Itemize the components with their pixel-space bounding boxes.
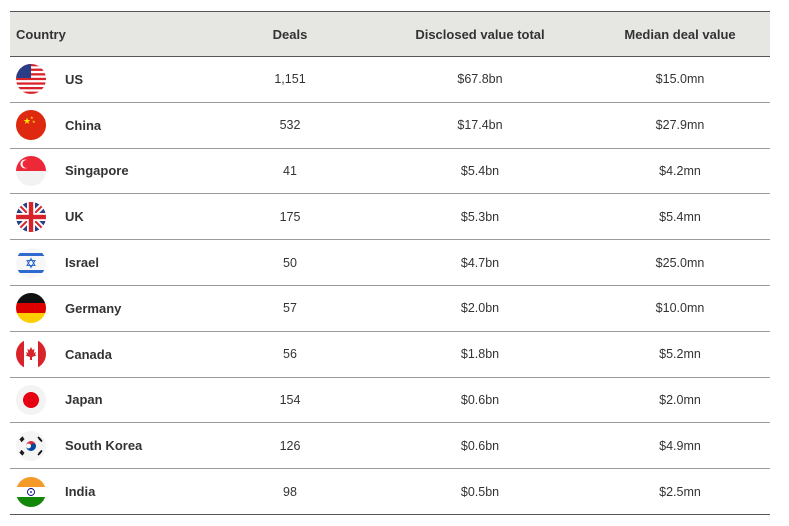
israel-flag-icon [16, 247, 46, 278]
country-name: US [65, 71, 84, 87]
table-row: Canada 56 $1.8bn $5.2mn [10, 332, 770, 378]
median-deal-value-cell: $4.2mn [659, 163, 701, 178]
country-cell: Japan [10, 384, 210, 415]
median-deal-value-cell: $15.0mn [655, 72, 705, 87]
table-row: Israel 50 $4.7bn $25.0mn [10, 240, 770, 286]
country-cell: Canada [10, 339, 210, 370]
median-deal-value-cell: $10.0mn [655, 301, 705, 316]
country-name: UK [65, 209, 84, 225]
table-row: ★ ★ ★ China 532 $17.4bn $27.9mn [10, 103, 770, 149]
country-deals-table: Country Deals Disclosed value total Medi… [10, 11, 770, 515]
disclosed-value-total-cell: $67.8bn [457, 72, 503, 87]
deals-cell: 532 [279, 118, 301, 133]
germany-flag-icon [16, 293, 46, 324]
deals-cell: 56 [283, 347, 297, 362]
us-flag-icon [16, 64, 46, 95]
deals-cell: 126 [279, 438, 301, 453]
japan-flag-icon [16, 384, 46, 415]
deals-cell: 175 [279, 209, 301, 224]
deals-cell: 1,151 [274, 72, 306, 87]
disclosed-value-total-cell: $17.4bn [457, 118, 503, 133]
deals-cell: 50 [283, 255, 297, 270]
table-row: US 1,151 $67.8bn $15.0mn [10, 57, 770, 103]
china-flag-icon: ★★★ [16, 110, 46, 141]
singapore-flag-icon [16, 155, 46, 186]
disclosed-value-total-cell: $1.8bn [460, 347, 500, 362]
table-row: Germany 57 $2.0bn $10.0mn [10, 286, 770, 332]
country-cell: Germany [10, 293, 210, 324]
svg-text:★: ★ [23, 117, 31, 127]
country-name: China [65, 117, 102, 133]
disclosed-value-total-cell: $0.5bn [460, 484, 500, 499]
country-cell: ★ ★ ★ China [10, 110, 210, 141]
header-disclosed-value-total: Disclosed value total [415, 26, 545, 42]
india-flag-icon [16, 476, 46, 507]
uk-flag-icon [16, 201, 46, 232]
country-cell: India [10, 476, 210, 507]
table-body: US 1,151 $67.8bn $15.0mn ★ ★ ★ China 532 $17.4bn $… [10, 57, 770, 515]
median-deal-value-cell: $2.5mn [659, 484, 701, 499]
country-name: Singapore [65, 163, 129, 179]
median-deal-value-cell: $5.2mn [659, 347, 701, 362]
country-cell: South Korea [10, 430, 210, 461]
table-row: UK 175 $5.3bn $5.4mn [10, 194, 770, 241]
country-name: Israel [65, 255, 99, 271]
country-cell: UK [10, 201, 210, 232]
disclosed-value-total-cell: $5.4bn [460, 163, 500, 178]
table-row: India 98 $0.5bn $2.5mn [10, 469, 770, 515]
table-row: South Korea 126 $0.6bn $4.9mn [10, 423, 770, 470]
country-name: India [65, 484, 96, 500]
country-cell: Singapore [10, 155, 210, 186]
deals-cell: 154 [279, 392, 301, 407]
table-row: Japan 154 $0.6bn $2.0mn [10, 378, 770, 424]
country-cell: US [10, 64, 210, 95]
header-country: Country [16, 26, 66, 42]
country-name: South Korea [65, 438, 143, 454]
disclosed-value-total-cell: $0.6bn [460, 438, 500, 453]
disclosed-value-total-cell: $0.6bn [460, 392, 500, 407]
table-header-row: Country Deals Disclosed value total Medi… [10, 11, 770, 57]
country-name: Germany [65, 300, 122, 316]
svg-text:★: ★ [32, 119, 36, 124]
median-deal-value-cell: $4.9mn [659, 438, 701, 453]
disclosed-value-total-cell: $5.3bn [460, 209, 500, 224]
svg-text:★: ★ [30, 115, 34, 120]
header-deals: Deals [272, 26, 308, 42]
disclosed-value-total-cell: $4.7bn [460, 255, 500, 270]
deals-cell: 98 [283, 484, 297, 499]
deals-cell: 57 [283, 301, 297, 316]
median-deal-value-cell: $5.4mn [659, 209, 701, 224]
disclosed-value-total-cell: $2.0bn [460, 301, 500, 316]
header-median-deal-value: Median deal value [624, 26, 736, 42]
deals-cell: 41 [283, 163, 297, 178]
canada-flag-icon [16, 339, 46, 370]
country-name: Japan [65, 392, 103, 408]
country-cell: Israel [10, 247, 210, 278]
country-name: Canada [65, 346, 112, 362]
median-deal-value-cell: $27.9mn [655, 118, 705, 133]
median-deal-value-cell: $2.0mn [659, 392, 701, 407]
table-row: Singapore 41 $5.4bn $4.2mn [10, 149, 770, 195]
median-deal-value-cell: $25.0mn [655, 255, 705, 270]
south-korea-flag-icon [16, 430, 46, 461]
